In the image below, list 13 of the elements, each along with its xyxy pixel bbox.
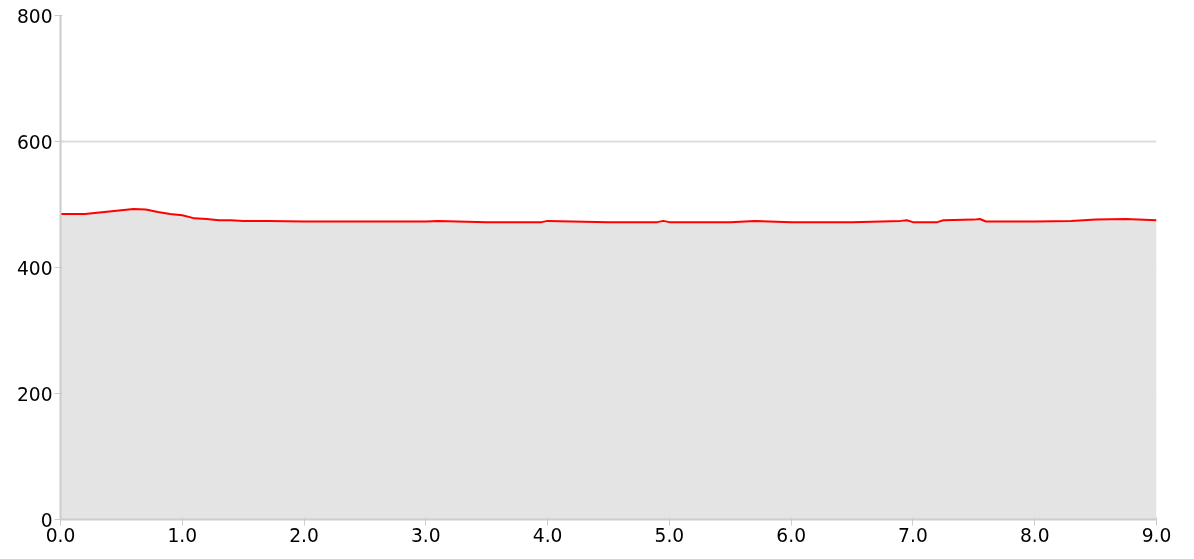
y-tick-label: 800 — [16, 5, 53, 27]
y-tick-label: 400 — [16, 257, 53, 279]
x-tick-label: 1.0 — [167, 524, 198, 546]
x-tick-label: 7.0 — [898, 524, 928, 546]
x-tick-label: 9.0 — [1141, 524, 1172, 546]
x-tick-label: 8.0 — [1019, 524, 1050, 546]
x-tick-label: 5.0 — [654, 524, 685, 546]
x-tick-label: 4.0 — [532, 524, 563, 546]
x-tick-label: 2.0 — [289, 524, 319, 546]
y-tick-label: 200 — [16, 383, 53, 405]
x-tick-label: 6.0 — [776, 524, 806, 546]
y-tick-label: 600 — [16, 131, 53, 153]
x-tick-label: 3.0 — [411, 524, 441, 546]
